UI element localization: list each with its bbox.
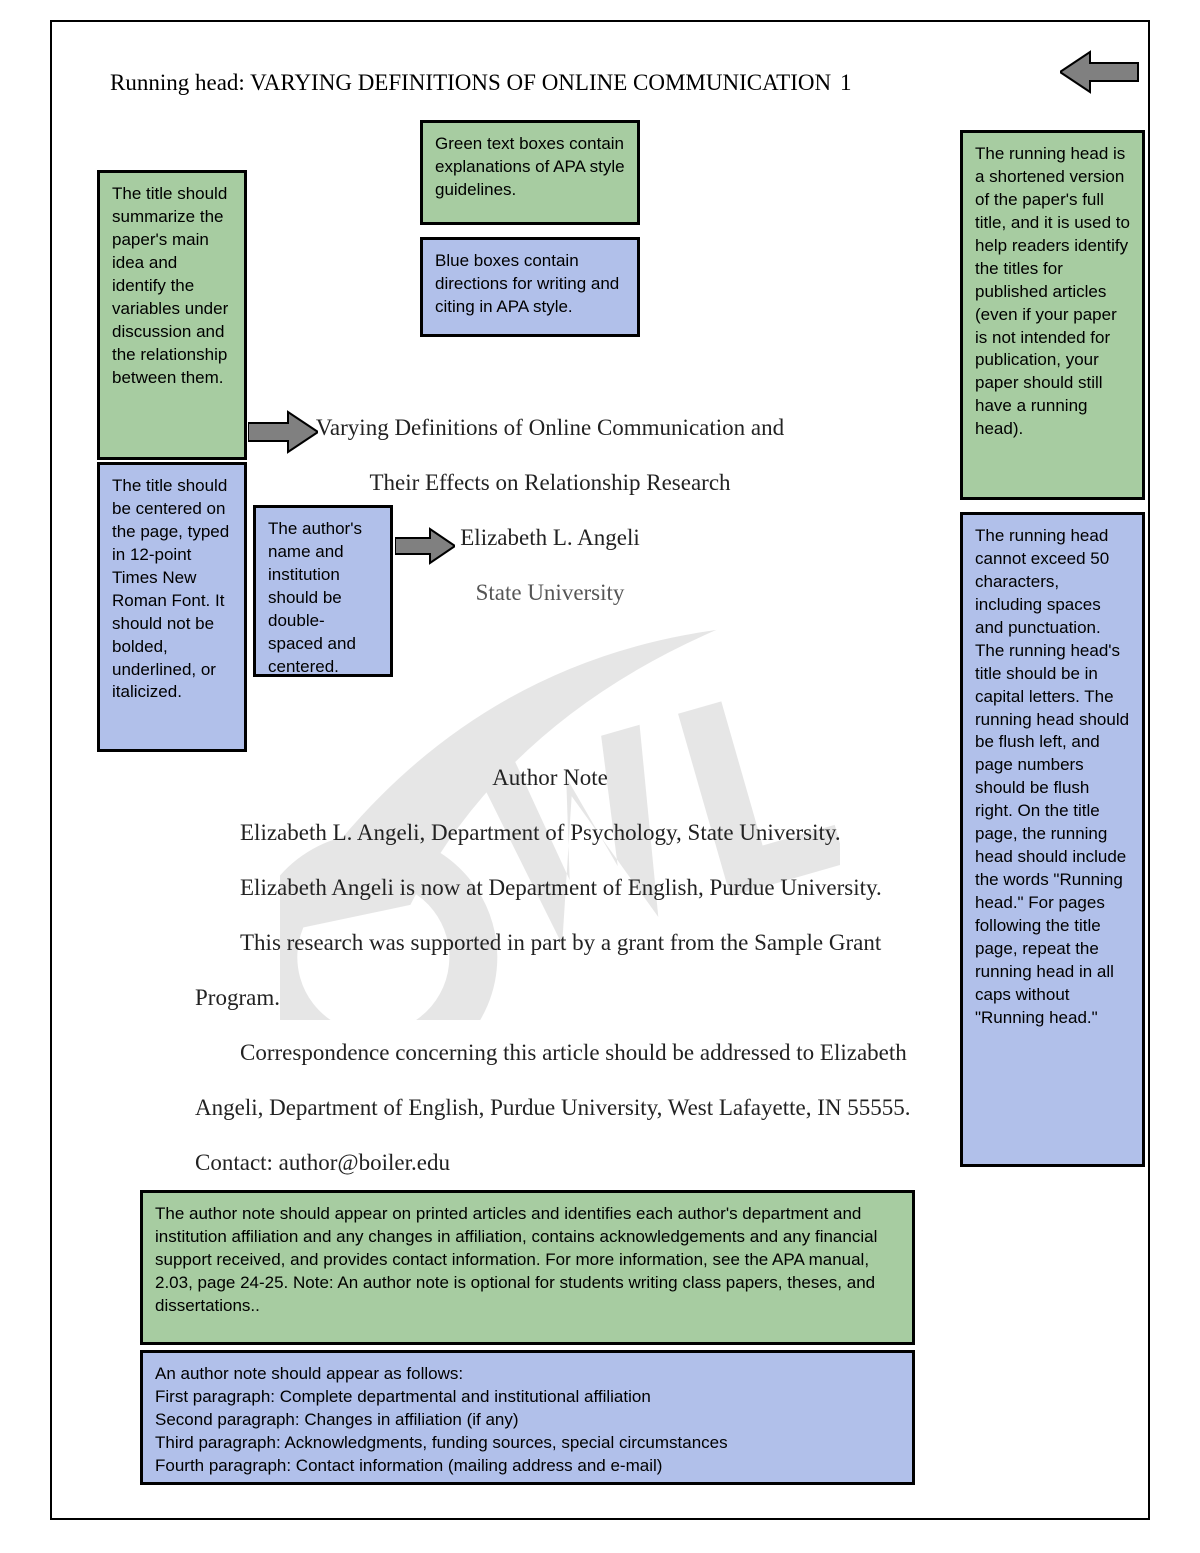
note-p4a: Correspondence concerning this article s… [240,1025,960,1080]
note-p2: Elizabeth Angeli is now at Department of… [240,860,960,915]
note-p3b: Program. [195,970,915,1025]
paper-title-line1: Varying Definitions of Online Communicat… [260,400,840,455]
callout-legend-blue: Blue boxes contain directions for writin… [420,237,640,337]
running-head: Running head: VARYING DEFINITIONS OF ONL… [110,70,831,96]
note-p4b: Angeli, Department of English, Purdue Un… [195,1080,955,1135]
arrow-left-icon [1060,50,1140,94]
callout-author-note-green: The author note should appear on printed… [140,1190,915,1345]
note-p5: Contact: author@boiler.edu [195,1135,915,1190]
paper-title-line2: Their Effects on Relationship Research [260,455,840,510]
callout-running-head-blue: The running head cannot exceed 50 charac… [960,512,1145,1167]
note-p3a: This research was supported in part by a… [240,915,940,970]
callout-title-summary: The title should summarize the paper's m… [97,170,247,460]
paper-institution: State University [260,565,840,620]
callout-author-note-blue: An author note should appear as follows:… [140,1350,915,1485]
callout-title-format: The title should be centered on the page… [97,462,247,752]
paper-author: Elizabeth L. Angeli [260,510,840,565]
author-note-heading: Author Note [260,750,840,805]
callout-legend-green: Green text boxes contain explanations of… [420,120,640,225]
callout-running-head-green: The running head is a shortened version … [960,130,1145,500]
page-number: 1 [840,70,852,96]
note-p1: Elizabeth L. Angeli, Department of Psych… [240,805,940,860]
